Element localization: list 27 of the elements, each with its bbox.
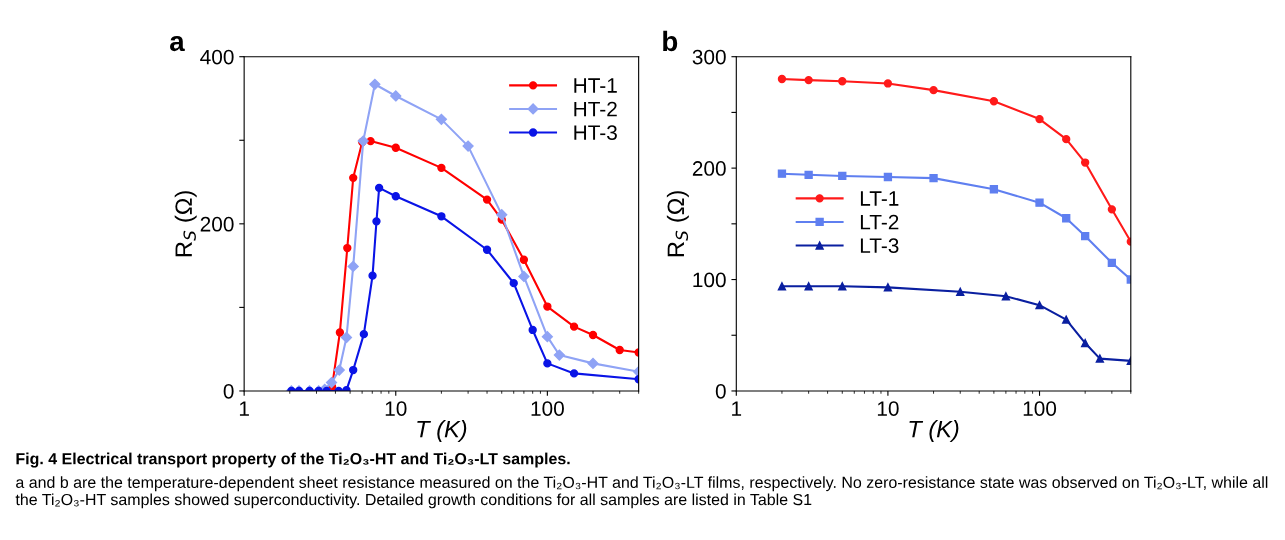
y-tick-label: 200 [692, 161, 726, 176]
x-axis-title: T (K) [909, 420, 959, 443]
y-tick-label: 0 [223, 383, 234, 399]
legend-label: LT-1 [860, 191, 899, 206]
y-tick-label: 100 [693, 272, 726, 288]
legend-label: HT-3 [574, 125, 617, 141]
x-axis-title: T (K) [417, 420, 467, 443]
y-tick-label: 300 [692, 49, 726, 65]
legend-label: HT-1 [574, 78, 617, 93]
text: a and b are the temperature-dependent sheet resistance measured on the Ti₂O₃-HT and Ti₂O₃-LT films, respectively. No zero-resistance state was observed on Ti₂O₃-LT, while all the Ti₂O₃-HT samples showed superconductivity. Detailed growth conditions for all samples are listed in Table S1 [15, 476, 1268, 509]
y-axis-title: R$_{S}$ (Ω) [174, 191, 197, 257]
x-tick-label: 100 [531, 401, 564, 416]
x-tick-label: 100 [1023, 401, 1057, 416]
chart-title: b [663, 30, 678, 52]
legend-label: LT-2 [860, 214, 899, 230]
y-tick-label: 0 [715, 383, 726, 399]
x-tick-label: 10 [385, 401, 407, 416]
legend-label: LT-3 [860, 238, 899, 254]
y-axis-title: R$_{S}$ (Ω) [666, 191, 689, 257]
x-tick-label: 10 [877, 401, 899, 416]
chart-title: a [170, 35, 185, 52]
y-tick-label: 200 [200, 216, 234, 232]
y-tick-label: 400 [200, 49, 234, 65]
x-tick-label: 1 [732, 401, 742, 416]
legend-label: HT-2 [574, 101, 617, 117]
x-tick-label: 1 [239, 401, 249, 416]
caption: Fig. 4 Electrical transport property of the Ti₂O₃-HT and Ti₂O₃-LT samples. [16, 452, 570, 468]
